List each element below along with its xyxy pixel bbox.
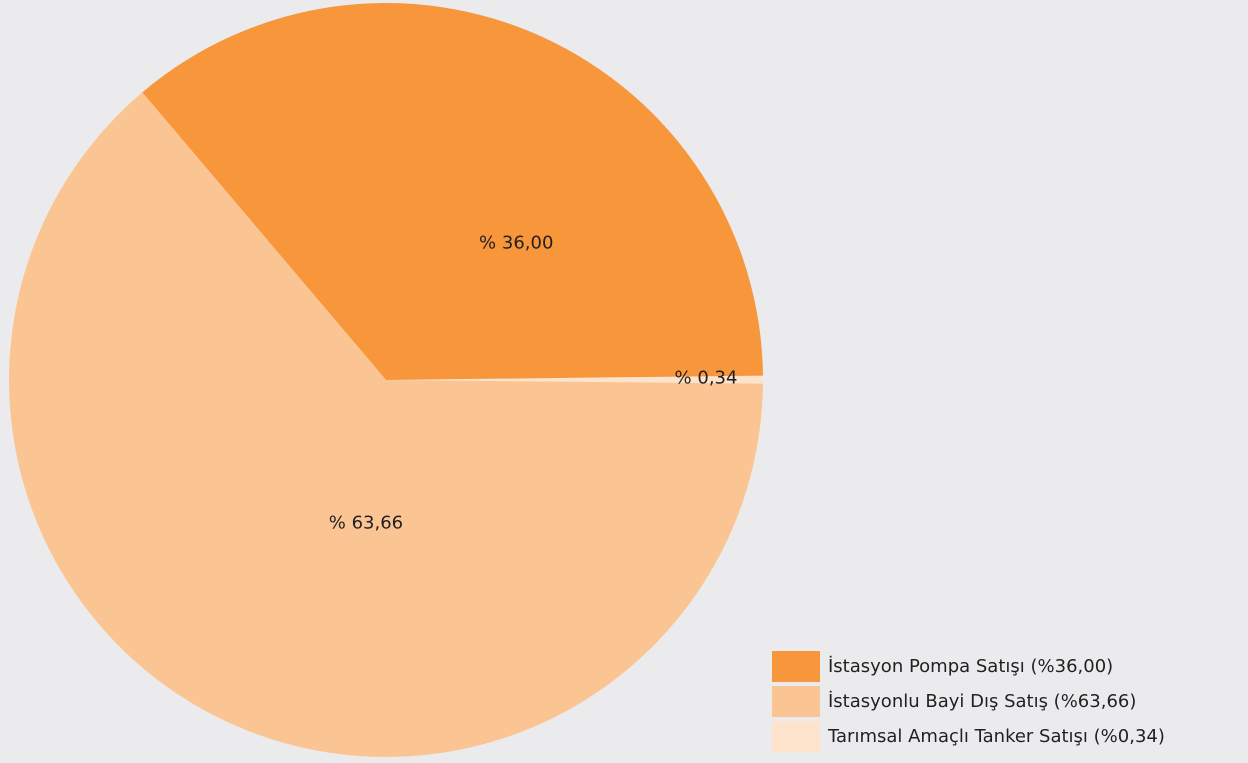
legend-swatch-pompa — [772, 651, 820, 682]
legend-label-bayi: İstasyonlu Bayi Dış Satış (%63,66) — [828, 691, 1137, 712]
legend-item-tanker: Tarımsal Amaçlı Tanker Satışı (%0,34) — [772, 719, 1165, 754]
pie-slice-pompa — [142, 3, 763, 381]
legend-label-pompa: İstasyon Pompa Satışı (%36,00) — [828, 656, 1114, 677]
slice-label-bayi: % 63,66 — [328, 512, 404, 534]
legend-label-tanker: Tarımsal Amaçlı Tanker Satışı (%0,34) — [828, 726, 1165, 747]
legend-item-pompa: İstasyon Pompa Satışı (%36,00) — [772, 649, 1165, 684]
pie-slice-tanker — [386, 375, 764, 384]
legend-swatch-bayi — [772, 686, 820, 717]
slice-label-tanker: % 0,34 — [674, 367, 738, 389]
legend-item-bayi: İstasyonlu Bayi Dış Satış (%63,66) — [772, 684, 1165, 719]
legend: İstasyon Pompa Satışı (%36,00) İstasyonl… — [772, 649, 1165, 754]
pie-slice-bayi — [8, 92, 763, 758]
slice-label-pompa: % 36,00 — [479, 232, 554, 253]
legend-swatch-tanker — [772, 721, 820, 752]
